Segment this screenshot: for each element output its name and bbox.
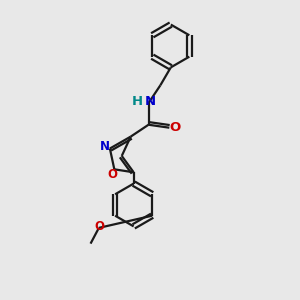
Text: N: N [144,95,156,108]
Text: O: O [107,168,117,181]
Text: H: H [132,95,143,108]
Text: O: O [169,121,180,134]
Text: N: N [100,140,110,153]
Text: O: O [94,220,104,233]
